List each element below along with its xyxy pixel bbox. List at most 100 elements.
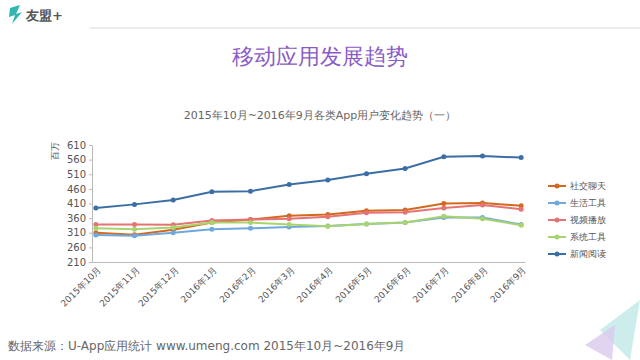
legend-label: 新闻阅读 — [570, 249, 606, 259]
series-marker — [519, 207, 524, 212]
series-marker — [325, 178, 330, 183]
x-tick: 2016年9月 — [488, 262, 528, 305]
legend-label: 视频播放 — [570, 215, 606, 225]
series-marker — [248, 220, 253, 225]
legend-marker — [555, 252, 560, 257]
y-tick-mark — [89, 160, 92, 161]
x-axis-line — [93, 262, 526, 263]
y-tick-label: 560 — [67, 154, 86, 165]
legend-item: 社交聊天 — [548, 181, 606, 191]
legend-item: 视频播放 — [548, 215, 606, 225]
series-marker — [403, 166, 408, 171]
series-marker — [441, 201, 446, 206]
series-marker — [364, 171, 369, 176]
x-tick-label: 2016年8月 — [450, 265, 490, 305]
series-marker — [132, 202, 137, 207]
y-tick: 560 — [67, 154, 92, 165]
x-tick-label: 2016年9月 — [488, 265, 528, 305]
series-marker — [132, 222, 137, 227]
y-axis-title: 百万 — [50, 142, 60, 160]
y-axis: 210260310360410460510560610 — [67, 140, 93, 268]
y-tick-label: 360 — [67, 213, 86, 224]
logo-text: 友盟+ — [25, 8, 63, 23]
y-tick-label: 410 — [67, 198, 86, 209]
series-marker — [93, 233, 98, 238]
series-marker — [132, 232, 137, 237]
series-marker — [132, 227, 137, 232]
series-marker — [209, 220, 214, 225]
header-rule — [90, 28, 640, 29]
y-tick-mark — [89, 174, 92, 175]
y-tick: 260 — [67, 242, 92, 253]
series-marker — [519, 222, 524, 227]
x-axis: 2015年10月2015年11月2015年12月2016年1月2016年2月20… — [59, 262, 528, 309]
x-tick-label: 2016年5月 — [334, 265, 374, 305]
y-tick-mark — [89, 218, 92, 219]
legend-item: 系统工具 — [548, 232, 606, 242]
source-note: 数据来源：U-App应用统计 www.umeng.com 2015年10月~20… — [8, 339, 405, 353]
x-tick: 2016年3月 — [256, 262, 296, 305]
legend-label: 生活工具 — [570, 198, 606, 208]
y-tick-mark — [89, 189, 92, 190]
y-tick-label: 210 — [67, 257, 86, 268]
series-marker — [287, 222, 292, 227]
series-marker — [171, 197, 176, 202]
y-tick: 310 — [67, 227, 92, 238]
x-tick: 2016年5月 — [334, 262, 374, 305]
y-axis-line — [89, 146, 93, 263]
x-tick: 2016年6月 — [372, 262, 412, 305]
series-marker — [209, 220, 214, 225]
x-tick: 2016年2月 — [218, 262, 258, 305]
logo-icon — [9, 5, 22, 24]
series-marker — [248, 189, 253, 194]
series-marker — [403, 220, 408, 225]
series-marker — [441, 154, 446, 159]
x-tick-label: 2016年7月 — [411, 265, 451, 305]
legend-item: 新闻阅读 — [548, 249, 606, 259]
y-tick: 510 — [67, 169, 92, 180]
y-tick: 210 — [67, 257, 92, 268]
series-marker — [364, 221, 369, 226]
x-tick: 2016年1月 — [179, 262, 219, 305]
y-tick-mark — [89, 233, 92, 234]
y-tick: 410 — [67, 198, 92, 209]
x-tick-label: 2015年11月 — [98, 265, 142, 309]
x-tick-label: 2016年4月 — [295, 265, 335, 305]
x-tick-label: 2016年1月 — [179, 265, 219, 305]
series-line — [96, 218, 521, 236]
legend-marker — [555, 184, 560, 189]
series-marker — [209, 189, 214, 194]
series-marker — [441, 214, 446, 219]
y-tick-label: 510 — [67, 169, 86, 180]
plot-marks — [93, 154, 523, 239]
legend-label: 社交聊天 — [570, 181, 606, 191]
series-marker — [171, 230, 176, 235]
series-marker — [480, 216, 485, 221]
y-tick: 460 — [67, 184, 92, 195]
y-tick-label: 460 — [67, 184, 86, 195]
x-tick-label: 2015年12月 — [136, 265, 180, 309]
series-line — [96, 205, 521, 225]
y-tick-mark — [89, 247, 92, 248]
series-marker — [519, 155, 524, 160]
x-tick-label: 2016年3月 — [256, 265, 296, 305]
y-tick-mark — [89, 204, 92, 205]
decoration — [585, 325, 615, 360]
legend-label: 系统工具 — [570, 232, 606, 242]
series-marker — [480, 202, 485, 207]
series-marker — [93, 226, 98, 231]
legend-marker — [555, 218, 560, 223]
y-tick-label: 310 — [67, 227, 86, 238]
series-marker — [93, 205, 98, 210]
x-tick-label: 2016年6月 — [372, 265, 412, 305]
series-marker — [403, 220, 408, 225]
series-marker — [325, 224, 330, 229]
series-marker — [171, 225, 176, 230]
series-line — [96, 203, 521, 235]
x-tick-label: 2015年10月 — [59, 265, 103, 309]
y-tick-mark — [89, 145, 92, 146]
x-tick: 2016年8月 — [450, 262, 490, 305]
series-line — [96, 216, 521, 229]
series-marker — [287, 216, 292, 221]
series-marker — [248, 226, 253, 231]
